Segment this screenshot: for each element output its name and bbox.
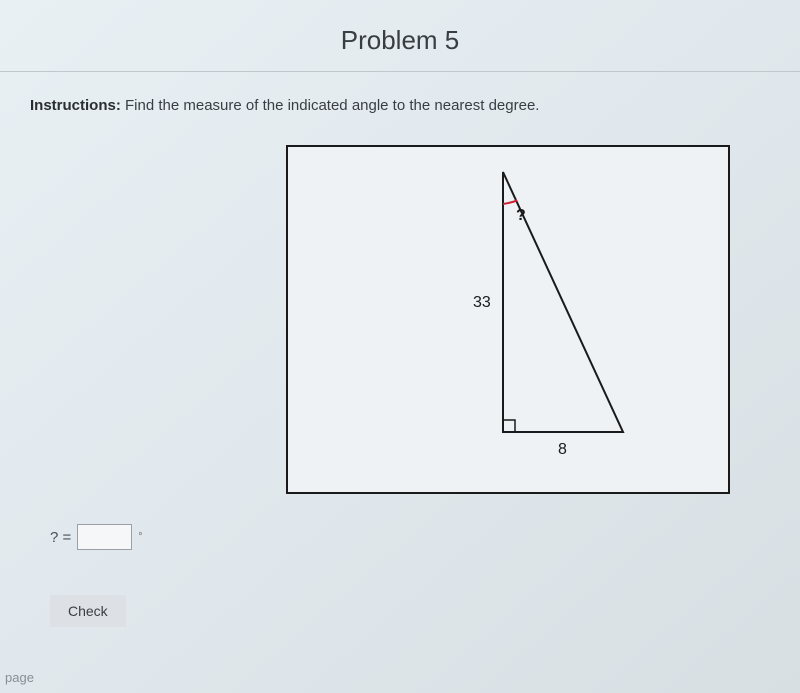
answer-prompt: ? =: [50, 529, 71, 546]
instructions-label: Instructions:: [30, 97, 121, 114]
figure-box: ? 33 8: [286, 145, 730, 494]
triangle-diagram: ? 33 8: [303, 162, 713, 472]
check-button[interactable]: Check: [50, 595, 126, 627]
page-link[interactable]: page: [5, 670, 34, 685]
content-area: Instructions: Find the measure of the in…: [0, 72, 800, 652]
answer-input[interactable]: [77, 524, 132, 550]
problem-title: Problem 5: [0, 25, 800, 56]
degree-symbol: °: [138, 531, 142, 543]
problem-header: Problem 5: [0, 0, 800, 72]
instructions-text: Find the measure of the indicated angle …: [121, 97, 540, 114]
svg-text:33: 33: [473, 294, 491, 311]
figure-area: ? 33 8: [30, 145, 770, 494]
svg-text:?: ?: [516, 207, 526, 224]
answer-row: ? = °: [50, 524, 770, 550]
svg-text:8: 8: [558, 441, 567, 458]
instructions-row: Instructions: Find the measure of the in…: [30, 97, 770, 115]
